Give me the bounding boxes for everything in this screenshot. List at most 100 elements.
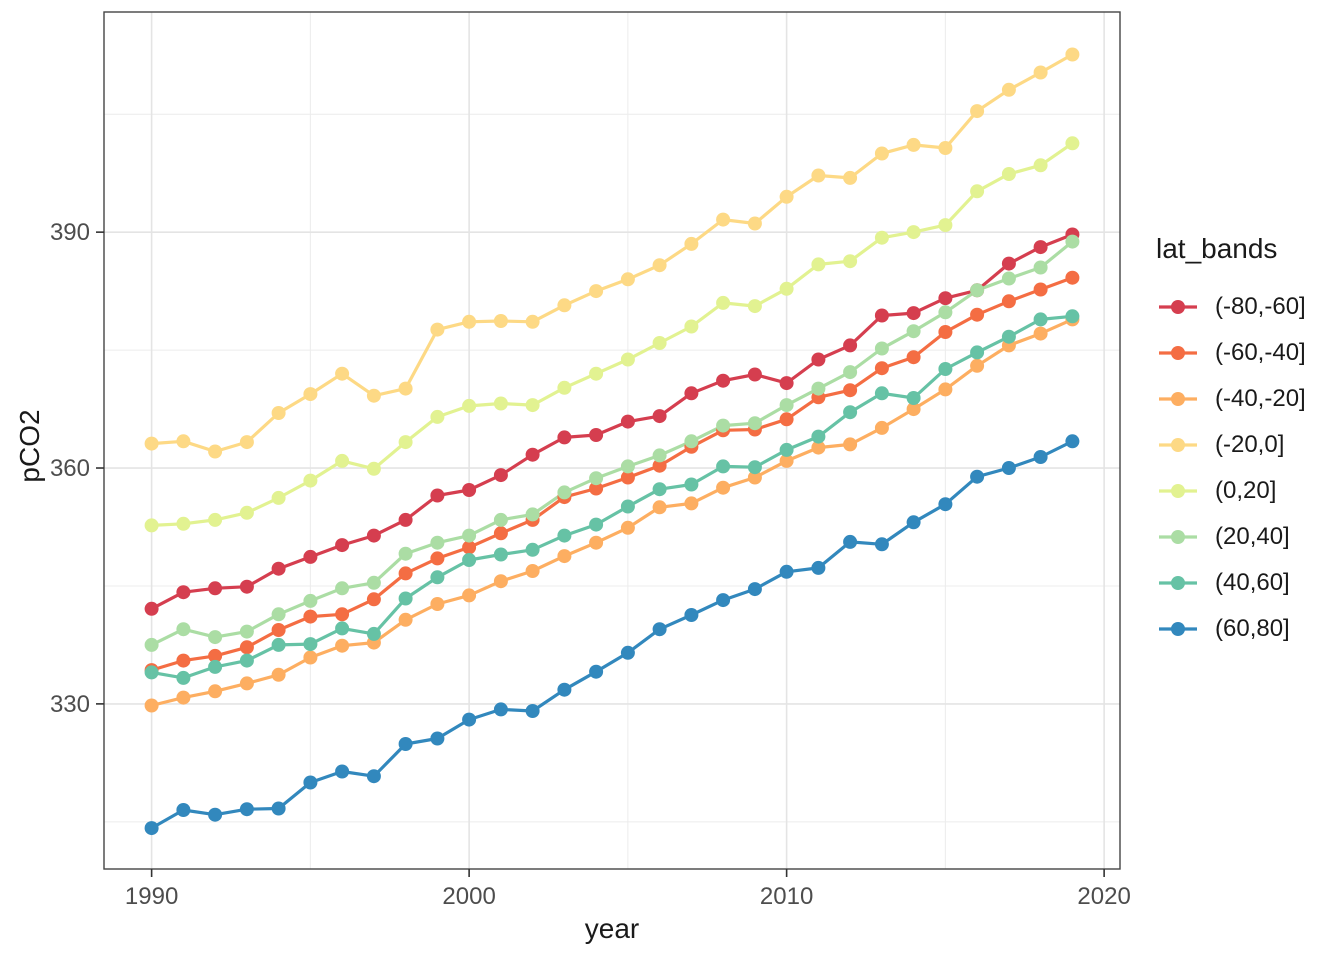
data-point: [430, 322, 445, 337]
data-point: [1065, 136, 1080, 151]
data-point: [239, 653, 254, 668]
data-point: [208, 444, 223, 459]
data-point: [303, 593, 318, 608]
data-point: [747, 470, 762, 485]
data-point: [938, 305, 953, 320]
data-point: [144, 821, 159, 836]
data-point: [366, 575, 381, 590]
data-point: [716, 480, 731, 495]
data-point: [144, 665, 159, 680]
data-point: [811, 440, 826, 455]
data-point: [493, 468, 508, 483]
data-point: [906, 402, 921, 417]
data-point: [1001, 461, 1016, 475]
data-point: [970, 469, 985, 484]
data-point: [620, 520, 635, 535]
data-point: [398, 381, 413, 396]
data-point: [271, 607, 286, 622]
data-point: [716, 212, 731, 227]
legend-item: (-60,-40]: [1156, 330, 1306, 376]
legend-key-point: [1171, 484, 1185, 498]
data-point: [652, 500, 667, 515]
data-point: [779, 281, 794, 296]
legend-key-(60,80]: [1159, 622, 1197, 636]
data-point: [525, 314, 540, 329]
data-point: [684, 386, 699, 401]
data-point: [335, 366, 350, 381]
data-point: [303, 387, 318, 402]
data-point: [779, 376, 794, 391]
data-point: [874, 537, 889, 552]
data-point: [271, 623, 286, 637]
legend-label: (0,20]: [1215, 477, 1277, 504]
data-point: [620, 645, 635, 660]
data-point: [779, 398, 794, 413]
data-point: [430, 409, 445, 424]
data-point: [239, 435, 254, 450]
legend-key-point: [1171, 300, 1185, 314]
data-point: [589, 481, 604, 496]
data-point: [303, 650, 318, 665]
data-point: [335, 581, 350, 596]
data-point: [271, 490, 286, 505]
points-(-80,-60]: [144, 227, 1080, 616]
legend-key-point: [1171, 530, 1185, 544]
data-point: [938, 362, 953, 376]
legend-item: (40,60]: [1156, 560, 1306, 606]
legend-key-point: [1171, 438, 1185, 452]
points-(-20,0]: [144, 47, 1080, 459]
legend-label: (-60,-40]: [1215, 339, 1306, 366]
data-point: [239, 579, 254, 594]
y-tick-label: 330: [50, 691, 90, 718]
data-point: [271, 406, 286, 420]
data-point: [366, 528, 381, 543]
data-point: [906, 515, 921, 530]
data-point: [938, 218, 953, 233]
data-point: [906, 391, 921, 405]
data-point: [874, 420, 889, 435]
data-point: [1065, 234, 1080, 249]
x-tick-label: 2010: [760, 883, 813, 910]
data-point: [525, 507, 540, 522]
data-point: [1033, 65, 1048, 80]
points-(-60,-40]: [144, 270, 1080, 678]
data-point: [366, 461, 381, 476]
data-point: [208, 684, 223, 699]
data-point: [239, 802, 254, 817]
legend-key-(-20,0]: [1159, 438, 1197, 452]
legend-label: (20,40]: [1215, 523, 1290, 550]
data-point: [1065, 270, 1080, 285]
plot-panel: [104, 12, 1120, 869]
data-point: [557, 298, 572, 313]
data-point: [1033, 282, 1048, 297]
data-point: [747, 299, 762, 314]
data-point: [811, 560, 826, 575]
legend-title: lat_bands: [1156, 233, 1278, 264]
data-point: [843, 254, 858, 269]
data-point: [176, 622, 191, 637]
data-point: [1033, 240, 1048, 255]
data-point: [493, 574, 508, 589]
data-point: [462, 483, 477, 497]
data-point: [398, 612, 413, 627]
data-point: [335, 607, 350, 622]
data-point: [462, 540, 477, 555]
data-point: [589, 517, 604, 532]
x-axis-title: year: [584, 913, 640, 944]
data-point: [906, 137, 921, 152]
data-point: [208, 807, 223, 822]
data-point: [589, 664, 604, 679]
data-point: [620, 272, 635, 287]
data-point: [652, 448, 667, 463]
data-point: [1001, 329, 1016, 344]
data-point: [620, 499, 635, 514]
legend-key-point: [1171, 346, 1185, 360]
data-point: [462, 553, 477, 567]
data-point: [747, 367, 762, 382]
data-point: [303, 637, 318, 652]
data-point: [779, 442, 794, 457]
x-tick-label: 2000: [442, 883, 495, 910]
data-point: [1033, 326, 1048, 341]
data-point: [430, 731, 445, 746]
